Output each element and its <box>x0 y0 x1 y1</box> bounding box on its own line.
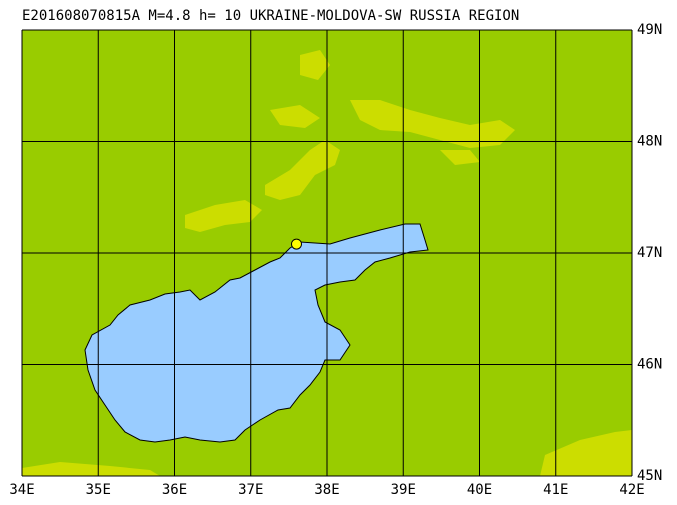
x-tick-label: 41E <box>543 482 568 498</box>
y-tick-label: 45N <box>637 468 662 484</box>
y-tick-label: 46N <box>637 357 662 373</box>
y-tick-label: 47N <box>637 245 662 261</box>
y-tick-label: 49N <box>637 22 662 38</box>
highlands <box>22 50 632 476</box>
x-tick-label: 39E <box>391 482 416 498</box>
map-title: E201608070815A M=4.8 h= 10 UKRAINE-MOLDO… <box>22 8 519 24</box>
x-tick-label: 36E <box>162 482 187 498</box>
sea <box>84 223 429 443</box>
y-tick-label: 48N <box>637 134 662 150</box>
x-tick-label: 37E <box>238 482 263 498</box>
x-tick-label: 35E <box>86 482 111 498</box>
x-tick-label: 42E <box>619 482 644 498</box>
epicenter <box>291 238 302 250</box>
x-tick-label: 34E <box>9 482 34 498</box>
x-tick-label: 38E <box>314 482 339 498</box>
x-tick-label: 40E <box>467 482 492 498</box>
